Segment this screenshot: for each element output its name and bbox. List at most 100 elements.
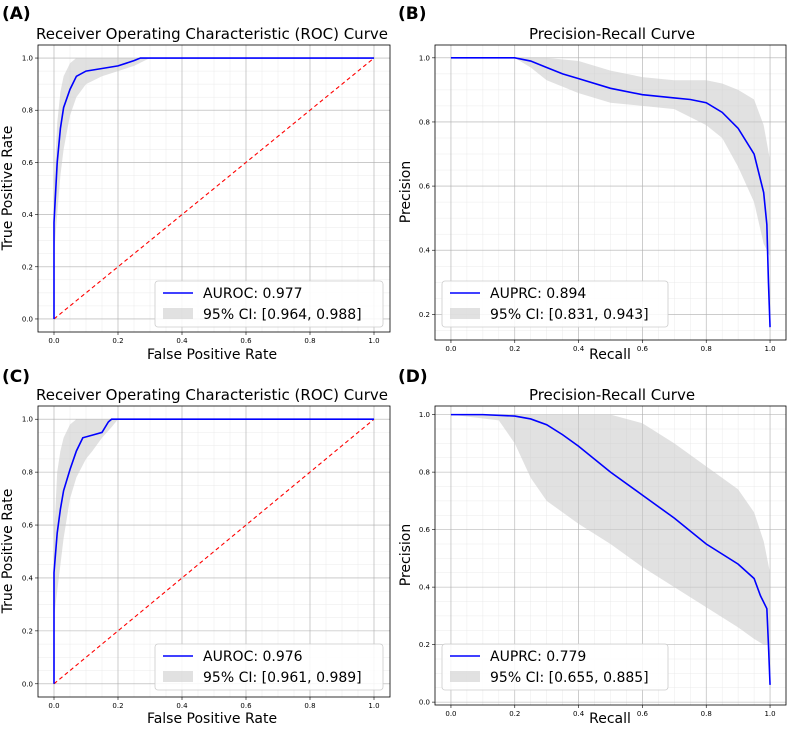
y-tick-label: 0.2 — [22, 627, 33, 635]
ci-band — [54, 58, 374, 254]
ci-band — [450, 414, 771, 645]
legend-band-swatch — [450, 308, 480, 319]
curve-line — [53, 418, 374, 684]
x-tick-label: 0.0 — [445, 710, 456, 718]
panel-A: 0.0 0.2 0.4 0.6 0.8 1.0 0.0 0.2 0.4 0.6 0.8 1.0 (A) R… — [0, 4, 391, 363]
y-tick-label: 0.8 — [419, 469, 430, 477]
panel-label: (B) — [398, 4, 427, 24]
x-tick-label: 0.4 — [573, 345, 585, 353]
panel-C: 0.0 0.2 0.4 0.6 0.8 1.0 0.0 0.2 0.4 0.6 0.8 1.0 (C) R… — [0, 367, 391, 727]
legend: AUROC: 0.976 95% CI: [0.961, 0.989] — [154, 643, 384, 691]
legend-band-swatch — [163, 308, 193, 319]
legend: AUPRC: 0.779 95% CI: [0.655, 0.885] — [441, 643, 669, 691]
legend-box — [154, 643, 384, 691]
x-tick-label: 1.0 — [764, 345, 775, 353]
y-axis-label: True Positive Rate — [0, 489, 16, 615]
panel-label: (D) — [398, 367, 428, 387]
x-tick-label: 0.6 — [240, 702, 252, 710]
panel-D: 0.0 0.2 0.4 0.6 0.8 1.0 0.0 0.2 0.4 0.6 0.8 1.0 (D) P… — [398, 367, 787, 727]
chart-title: Receiver Operating Characteristic (ROC) … — [36, 386, 388, 404]
y-tick-label: 0.0 — [22, 315, 33, 323]
chance-line — [53, 418, 375, 685]
y-tick-label: 0.0 — [419, 699, 430, 707]
panel-B: 0.0 0.2 0.4 0.6 0.8 1.0 0.2 0.4 0.6 0.8 1.0 (B) Prec… — [398, 4, 787, 363]
legend: AUROC: 0.977 95% CI: [0.964, 0.988] — [154, 280, 384, 328]
legend-ci-label: 95% CI: [0.655, 0.885] — [490, 670, 649, 686]
panel-label: (C) — [2, 367, 30, 387]
x-tick-label: 0.8 — [701, 345, 712, 353]
legend-box — [441, 643, 669, 691]
ci-band — [54, 419, 374, 618]
y-tick-label: 0.8 — [22, 107, 33, 115]
x-tick-label: 1.0 — [368, 702, 379, 710]
x-tick-label: 1.0 — [764, 710, 775, 718]
legend-band-swatch — [163, 671, 193, 682]
plot-frame — [37, 405, 391, 698]
x-axis-label: Recall — [589, 347, 631, 363]
x-axis-label: Recall — [589, 711, 631, 725]
y-tick-label: 0.6 — [22, 522, 34, 530]
x-tick-label: 0.4 — [176, 702, 188, 710]
legend: AUPRC: 0.894 95% CI: [0.831, 0.943] — [441, 280, 669, 328]
legend-curve-label: AUPRC: 0.894 — [490, 286, 586, 302]
x-tick-label: 0.4 — [573, 710, 585, 718]
legend-box — [441, 280, 669, 328]
x-tick-label: 0.0 — [48, 337, 59, 345]
x-tick-label: 0.8 — [304, 337, 315, 345]
x-tick-label: 0.4 — [176, 337, 188, 345]
chance-line — [53, 57, 375, 320]
ci-band — [450, 57, 771, 257]
x-tick-label: 0.6 — [240, 337, 252, 345]
y-tick-label: 1.0 — [22, 416, 33, 424]
x-tick-label: 0.6 — [637, 345, 649, 353]
y-tick-label: 1.0 — [22, 55, 33, 63]
x-tick-label: 0.2 — [509, 710, 520, 718]
legend-ci-label: 95% CI: [0.961, 0.989] — [203, 670, 362, 686]
legend-curve-label: AUROC: 0.976 — [203, 649, 303, 665]
legend-box — [154, 280, 384, 328]
x-tick-label: 0.2 — [112, 702, 123, 710]
y-axis-label: Precision — [398, 161, 414, 223]
y-tick-label: 0.6 — [419, 183, 431, 191]
curve-line — [450, 413, 771, 685]
x-axis-label: False Positive Rate — [147, 711, 277, 725]
legend-ci-label: 95% CI: [0.964, 0.988] — [203, 307, 362, 323]
chart-title: Receiver Operating Characteristic (ROC) … — [36, 25, 388, 43]
panel-label: (A) — [2, 4, 31, 24]
y-tick-label: 0.4 — [22, 211, 34, 219]
y-tick-label: 0.2 — [419, 311, 430, 319]
y-tick-label: 0.6 — [22, 159, 34, 167]
y-tick-label: 1.0 — [419, 54, 430, 62]
y-tick-label: 0.2 — [22, 263, 33, 271]
y-tick-label: 0.8 — [22, 469, 33, 477]
curve-line — [53, 57, 374, 319]
x-tick-label: 0.8 — [304, 702, 315, 710]
y-tick-label: 0.4 — [419, 247, 431, 255]
x-tick-label: 0.8 — [701, 710, 712, 718]
chart-title: Precision-Recall Curve — [529, 25, 695, 43]
x-tick-label: 0.6 — [637, 710, 649, 718]
legend-ci-label: 95% CI: [0.831, 0.943] — [490, 307, 649, 323]
plot-frame — [37, 44, 391, 333]
legend-curve-label: AUPRC: 0.779 — [490, 649, 586, 665]
y-axis-label: True Positive Rate — [0, 126, 16, 252]
y-tick-label: 0.2 — [419, 641, 430, 649]
y-tick-label: 1.0 — [419, 411, 430, 419]
plot-frame — [434, 405, 787, 706]
y-tick-label: 0.4 — [22, 574, 34, 582]
legend-band-swatch — [450, 671, 480, 682]
x-tick-label: 0.2 — [112, 337, 123, 345]
y-axis-label: Precision — [398, 524, 414, 586]
plot-frame — [434, 44, 787, 341]
curve-line — [450, 57, 771, 328]
y-tick-label: 0.8 — [419, 118, 430, 126]
legend-curve-label: AUROC: 0.977 — [203, 286, 303, 302]
x-axis-label: False Positive Rate — [147, 347, 277, 363]
y-tick-label: 0.4 — [419, 584, 431, 592]
x-tick-label: 0.0 — [445, 345, 456, 353]
x-tick-label: 1.0 — [368, 337, 379, 345]
y-tick-label: 0.6 — [419, 526, 431, 534]
chart-title: Precision-Recall Curve — [529, 386, 695, 404]
y-tick-label: 0.0 — [22, 680, 33, 688]
x-tick-label: 0.0 — [48, 702, 59, 710]
